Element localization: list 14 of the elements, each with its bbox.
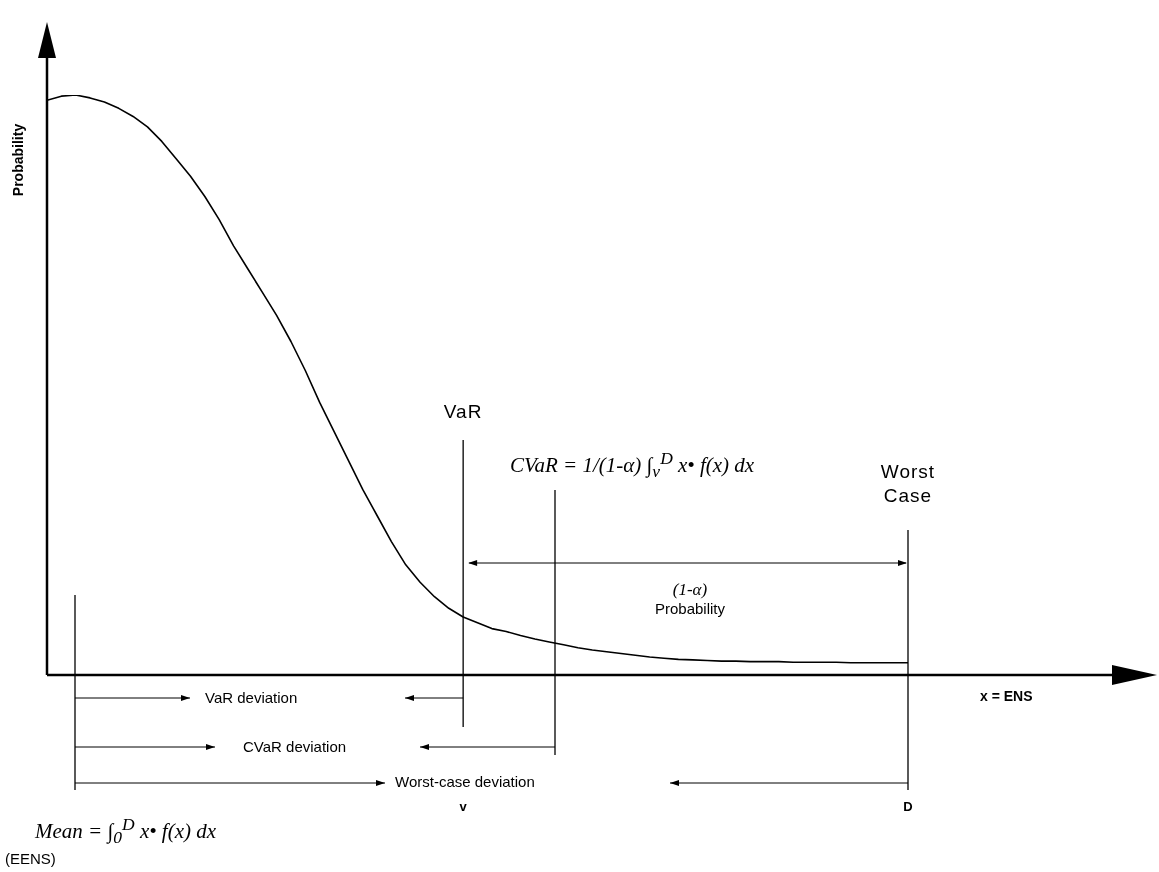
text: Mean = ∫$_{0}$$^{D}$ x• f(x) dx	[35, 814, 217, 849]
text: CVaR deviation	[243, 738, 347, 755]
ref-line-label: VaR	[442, 400, 484, 424]
x-tick-label: D	[903, 799, 913, 815]
x-tick-label: v	[459, 799, 468, 815]
text: VaR deviation	[205, 689, 298, 706]
annotation: CVaR = 1/(1-α) ∫$_{v}$$^{D}$ x• f(x) dx	[510, 448, 755, 483]
annotation: (1-α)	[672, 580, 708, 600]
x-axis-title: x = ENS	[980, 688, 1033, 704]
text: (EENS)	[5, 850, 56, 867]
text: Worst-case deviation	[395, 773, 535, 790]
ref-line-label: Worst Case	[879, 460, 937, 508]
annotation: Probability	[654, 600, 726, 617]
y-axis-title: Probability	[10, 123, 26, 197]
